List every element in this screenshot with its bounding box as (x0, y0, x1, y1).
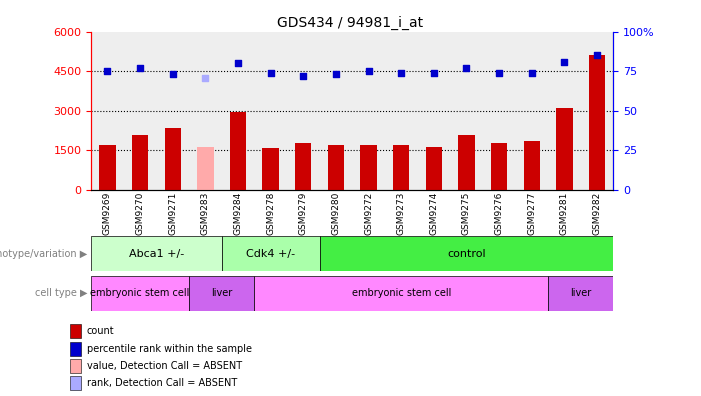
Bar (189, 276, 254, 311)
Bar (328, 145, 344, 190)
Bar (458, 135, 475, 190)
Point (233, 60, 244, 67)
Point (526, 70, 538, 76)
Bar (197, 147, 214, 190)
Point (494, 70, 505, 76)
Bar (295, 143, 311, 190)
Text: value, Detection Call = ABSENT: value, Detection Call = ABSENT (87, 361, 242, 371)
Text: count: count (87, 326, 114, 337)
Bar (360, 145, 376, 190)
Text: embryonic stem cell: embryonic stem cell (90, 288, 190, 299)
Text: liver: liver (211, 288, 232, 299)
Bar (262, 148, 279, 190)
Bar (230, 112, 246, 190)
Point (592, 52, 603, 59)
Bar (254, 276, 548, 311)
Point (298, 73, 309, 79)
Bar (589, 55, 605, 190)
Point (428, 70, 440, 76)
Text: rank, Detection Call = ABSENT: rank, Detection Call = ABSENT (87, 378, 237, 388)
Bar (70, 359, 81, 373)
Bar (320, 236, 613, 271)
Point (102, 68, 113, 74)
Text: cell type ▶: cell type ▶ (35, 288, 88, 299)
Bar (91, 276, 189, 311)
Point (330, 71, 341, 78)
Text: GDS434 / 94981_i_at: GDS434 / 94981_i_at (278, 16, 423, 30)
Bar (426, 147, 442, 190)
Bar (165, 128, 181, 190)
Bar (548, 276, 613, 311)
Point (395, 70, 407, 76)
Bar (491, 143, 508, 190)
Bar (524, 141, 540, 190)
Point (200, 74, 211, 81)
Bar (393, 145, 409, 190)
Point (167, 71, 178, 78)
Point (135, 65, 146, 71)
Bar (222, 236, 320, 271)
Point (559, 59, 570, 65)
Bar (132, 135, 148, 190)
Text: embryonic stem cell: embryonic stem cell (351, 288, 451, 299)
Point (461, 65, 472, 71)
Bar (100, 145, 116, 190)
Point (363, 68, 374, 74)
Bar (70, 377, 81, 390)
Text: liver: liver (570, 288, 592, 299)
Text: percentile rank within the sample: percentile rank within the sample (87, 344, 252, 354)
Point (265, 70, 276, 76)
Bar (557, 108, 573, 190)
Bar (70, 324, 81, 338)
Text: genotype/variation ▶: genotype/variation ▶ (0, 249, 88, 259)
Bar (70, 342, 81, 356)
Text: Abca1 +/-: Abca1 +/- (129, 249, 184, 259)
Text: Cdk4 +/-: Cdk4 +/- (246, 249, 295, 259)
Bar (91, 236, 222, 271)
Text: control: control (447, 249, 486, 259)
